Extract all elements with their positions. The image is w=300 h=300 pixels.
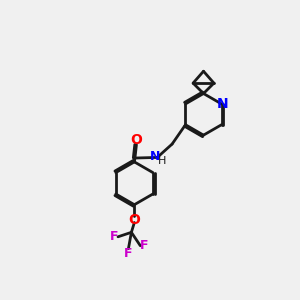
Text: N: N — [217, 97, 229, 111]
Text: H: H — [158, 156, 166, 166]
Text: F: F — [140, 239, 148, 252]
Text: N: N — [150, 150, 160, 163]
Text: F: F — [110, 230, 118, 243]
Text: O: O — [128, 212, 140, 226]
Text: F: F — [124, 247, 133, 260]
Text: O: O — [130, 133, 142, 147]
